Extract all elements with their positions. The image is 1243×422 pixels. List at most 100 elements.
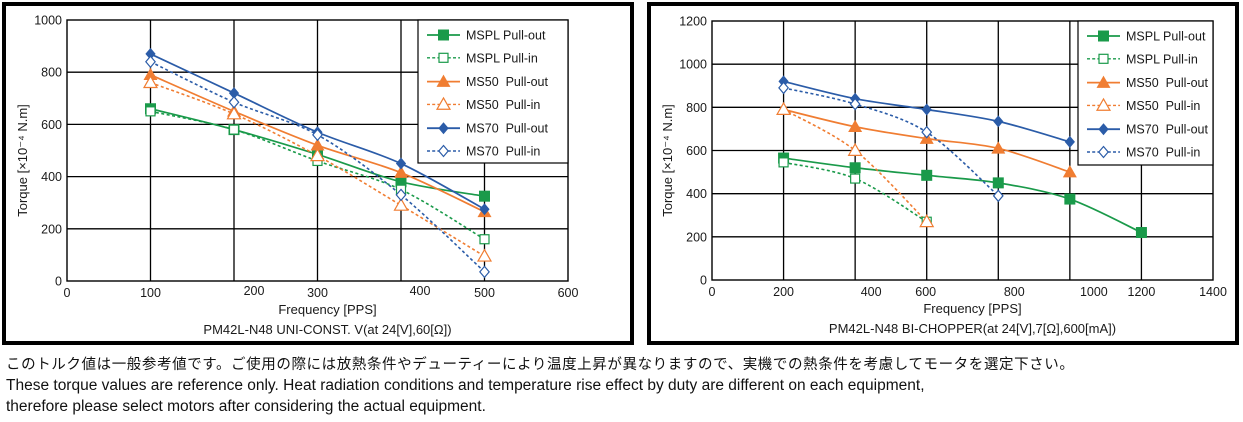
right-legend-label: MSPL Pull-out [1126, 30, 1206, 44]
right-point-mspl-pull-out [849, 162, 861, 174]
left-line-mspl-pull-in [150, 110, 485, 240]
left-x-tick-label: 300 [307, 286, 328, 300]
right-x-tick-label: 1000 [1080, 285, 1108, 299]
right-legend-label: MS50 Pull-in [1126, 99, 1200, 113]
left-point-ms50-pull-in [226, 106, 242, 120]
left-point-mspl-pull-in [145, 106, 156, 117]
left-y-tick-label: 400 [41, 170, 62, 184]
right-point-ms50-pull-in [919, 214, 935, 228]
right-y-tick-label: 1200 [679, 15, 707, 29]
right-point-ms50-pull-out [848, 119, 863, 133]
right-legend-box [1077, 20, 1214, 166]
left-legend-label: MSPL Pull-in [466, 51, 538, 65]
right-legend-label: MS50 Pull-out [1126, 76, 1209, 90]
right-point-mspl-pull-out [992, 177, 1004, 189]
right-y-tick-label: 800 [686, 101, 707, 115]
left-caption: PM42L-N48 UNI-CONST. V(at 24[V],60[Ω]) [203, 322, 451, 337]
left-point-ms50-pull-in [393, 197, 409, 211]
left-x-tick-label: 600 [558, 286, 579, 300]
right-point-mspl-pull-in [850, 173, 861, 184]
left-legend-label: MS50 Pull-out [466, 75, 549, 89]
right-point-ms50-pull-in [776, 101, 792, 115]
left-legend-swatch-marker [438, 52, 449, 63]
left-point-ms50-pull-out [394, 165, 408, 178]
left-point-ms70-pull-out [479, 203, 490, 216]
right-y-axis-title: Torque [×10⁻⁴ N.m] [660, 104, 675, 217]
left-legend-label: MS70 Pull-out [466, 122, 549, 136]
left-point-ms70-pull-in [479, 265, 490, 279]
note-english-line1: These torque values are reference only. … [6, 377, 925, 394]
right-point-ms70-pull-out [1064, 135, 1075, 148]
right-caption: PM42L-N48 BI-CHOPPER(at 24[V],7[Ω],600[m… [829, 321, 1116, 336]
left-point-ms70-pull-in [228, 95, 240, 109]
left-point-ms70-pull-in [145, 55, 156, 69]
left-legend-label: MSPL Pull-out [466, 29, 546, 43]
left-point-ms50-pull-out [143, 67, 158, 81]
left-x-tick-label: 400 [410, 284, 431, 298]
left-y-tick-label: 200 [41, 222, 62, 236]
right-point-ms50-pull-out [991, 141, 1006, 154]
left-point-ms70-pull-out [145, 47, 156, 60]
left-y-tick-label: 600 [41, 118, 62, 132]
left-point-mspl-pull-in [479, 234, 490, 245]
left-legend-swatch-marker [438, 122, 449, 135]
right-legend-swatch-marker [1098, 123, 1109, 136]
right-legend-swatch-marker [1098, 145, 1109, 159]
right-point-ms70-pull-in [849, 97, 861, 111]
left-point-ms70-pull-in [312, 128, 323, 142]
left-legend-swatch-marker [435, 96, 452, 110]
right-point-ms70-pull-out [921, 103, 932, 116]
right-point-ms50-pull-out [1062, 165, 1077, 178]
right-markers-ms50-pull-in [776, 101, 935, 228]
right-x-tick-label: 0 [709, 285, 716, 299]
left-point-mspl-pull-in [228, 124, 240, 135]
left-point-mspl-pull-out [479, 190, 490, 202]
right-legend-label: MSPL Pull-in [1126, 52, 1198, 66]
left-point-ms50-pull-in [142, 74, 159, 89]
note-japanese: このトルク値は一般参考値です。ご使用の際には放熱条件やデューティーにより温度上昇… [6, 357, 1075, 373]
left-markers-ms70-pull-in [145, 55, 490, 279]
right-x-tick-label: 800 [1004, 285, 1025, 299]
right-x-axis-title: Frequency [PPS] [923, 301, 1021, 316]
right-legend-swatch-marker [1095, 97, 1112, 111]
right-point-ms70-pull-in [778, 81, 790, 95]
left-legend-label: MS50 Pull-in [466, 98, 540, 112]
torque-chart-bi-chopper: 0 200 400 600 800 1000 1200 0 200 400 600 800 1000 12… [660, 15, 1227, 337]
left-point-ms50-pull-out [310, 138, 325, 151]
right-y-tick-label: 400 [686, 187, 707, 201]
left-x-tick-label: 0 [64, 286, 71, 300]
right-markers-ms70-pull-in [778, 81, 1004, 203]
right-point-mspl-pull-out [1135, 227, 1147, 239]
right-y-tick-label: 0 [700, 274, 707, 288]
left-legend-swatch-marker [438, 29, 449, 41]
right-x-tick-label: 200 [773, 285, 794, 299]
left-legend-swatch-marker [438, 144, 449, 158]
left-y-tick-label: 1000 [34, 14, 62, 28]
left-point-mspl-pull-out [395, 176, 407, 188]
right-y-tick-label: 1000 [679, 58, 707, 72]
left-x-tick-label: 100 [140, 286, 161, 300]
left-y-axis-title: Torque [×10⁻⁴ N.m] [15, 104, 30, 217]
left-y-tick-label: 0 [55, 275, 62, 289]
note-english-line2: therefore please select motors after con… [6, 398, 486, 415]
left-x-tick-label: 200 [244, 284, 265, 298]
right-legend-label: MS70 Pull-in [1126, 146, 1200, 160]
left-legend-label: MS70 Pull-in [466, 145, 540, 159]
right-legend-swatch-marker [1098, 30, 1109, 42]
right-point-ms70-pull-in [921, 125, 933, 139]
left-x-axis-title: Frequency [PPS] [278, 302, 376, 317]
right-legend-swatch-marker [1096, 75, 1111, 88]
left-point-ms50-pull-in [309, 148, 326, 162]
right-line-ms70-pull-in [783, 87, 999, 197]
right-x-tick-label: 400 [861, 285, 882, 299]
left-point-ms50-pull-in [476, 248, 493, 262]
torque-chart-uni-const: 0 200 400 600 800 1000 0 100 200 300 400 500 600 Freq… [15, 14, 579, 338]
right-y-tick-label: 600 [686, 144, 707, 158]
right-legend-swatch-marker [1098, 53, 1109, 64]
right-y-tick-label: 200 [686, 230, 707, 244]
left-point-ms70-pull-out [395, 157, 407, 170]
left-point-ms70-pull-out [228, 87, 240, 100]
left-point-ms70-pull-in [395, 188, 407, 202]
right-x-tick-label: 1400 [1199, 285, 1227, 299]
left-legend-swatch-marker [436, 74, 451, 87]
